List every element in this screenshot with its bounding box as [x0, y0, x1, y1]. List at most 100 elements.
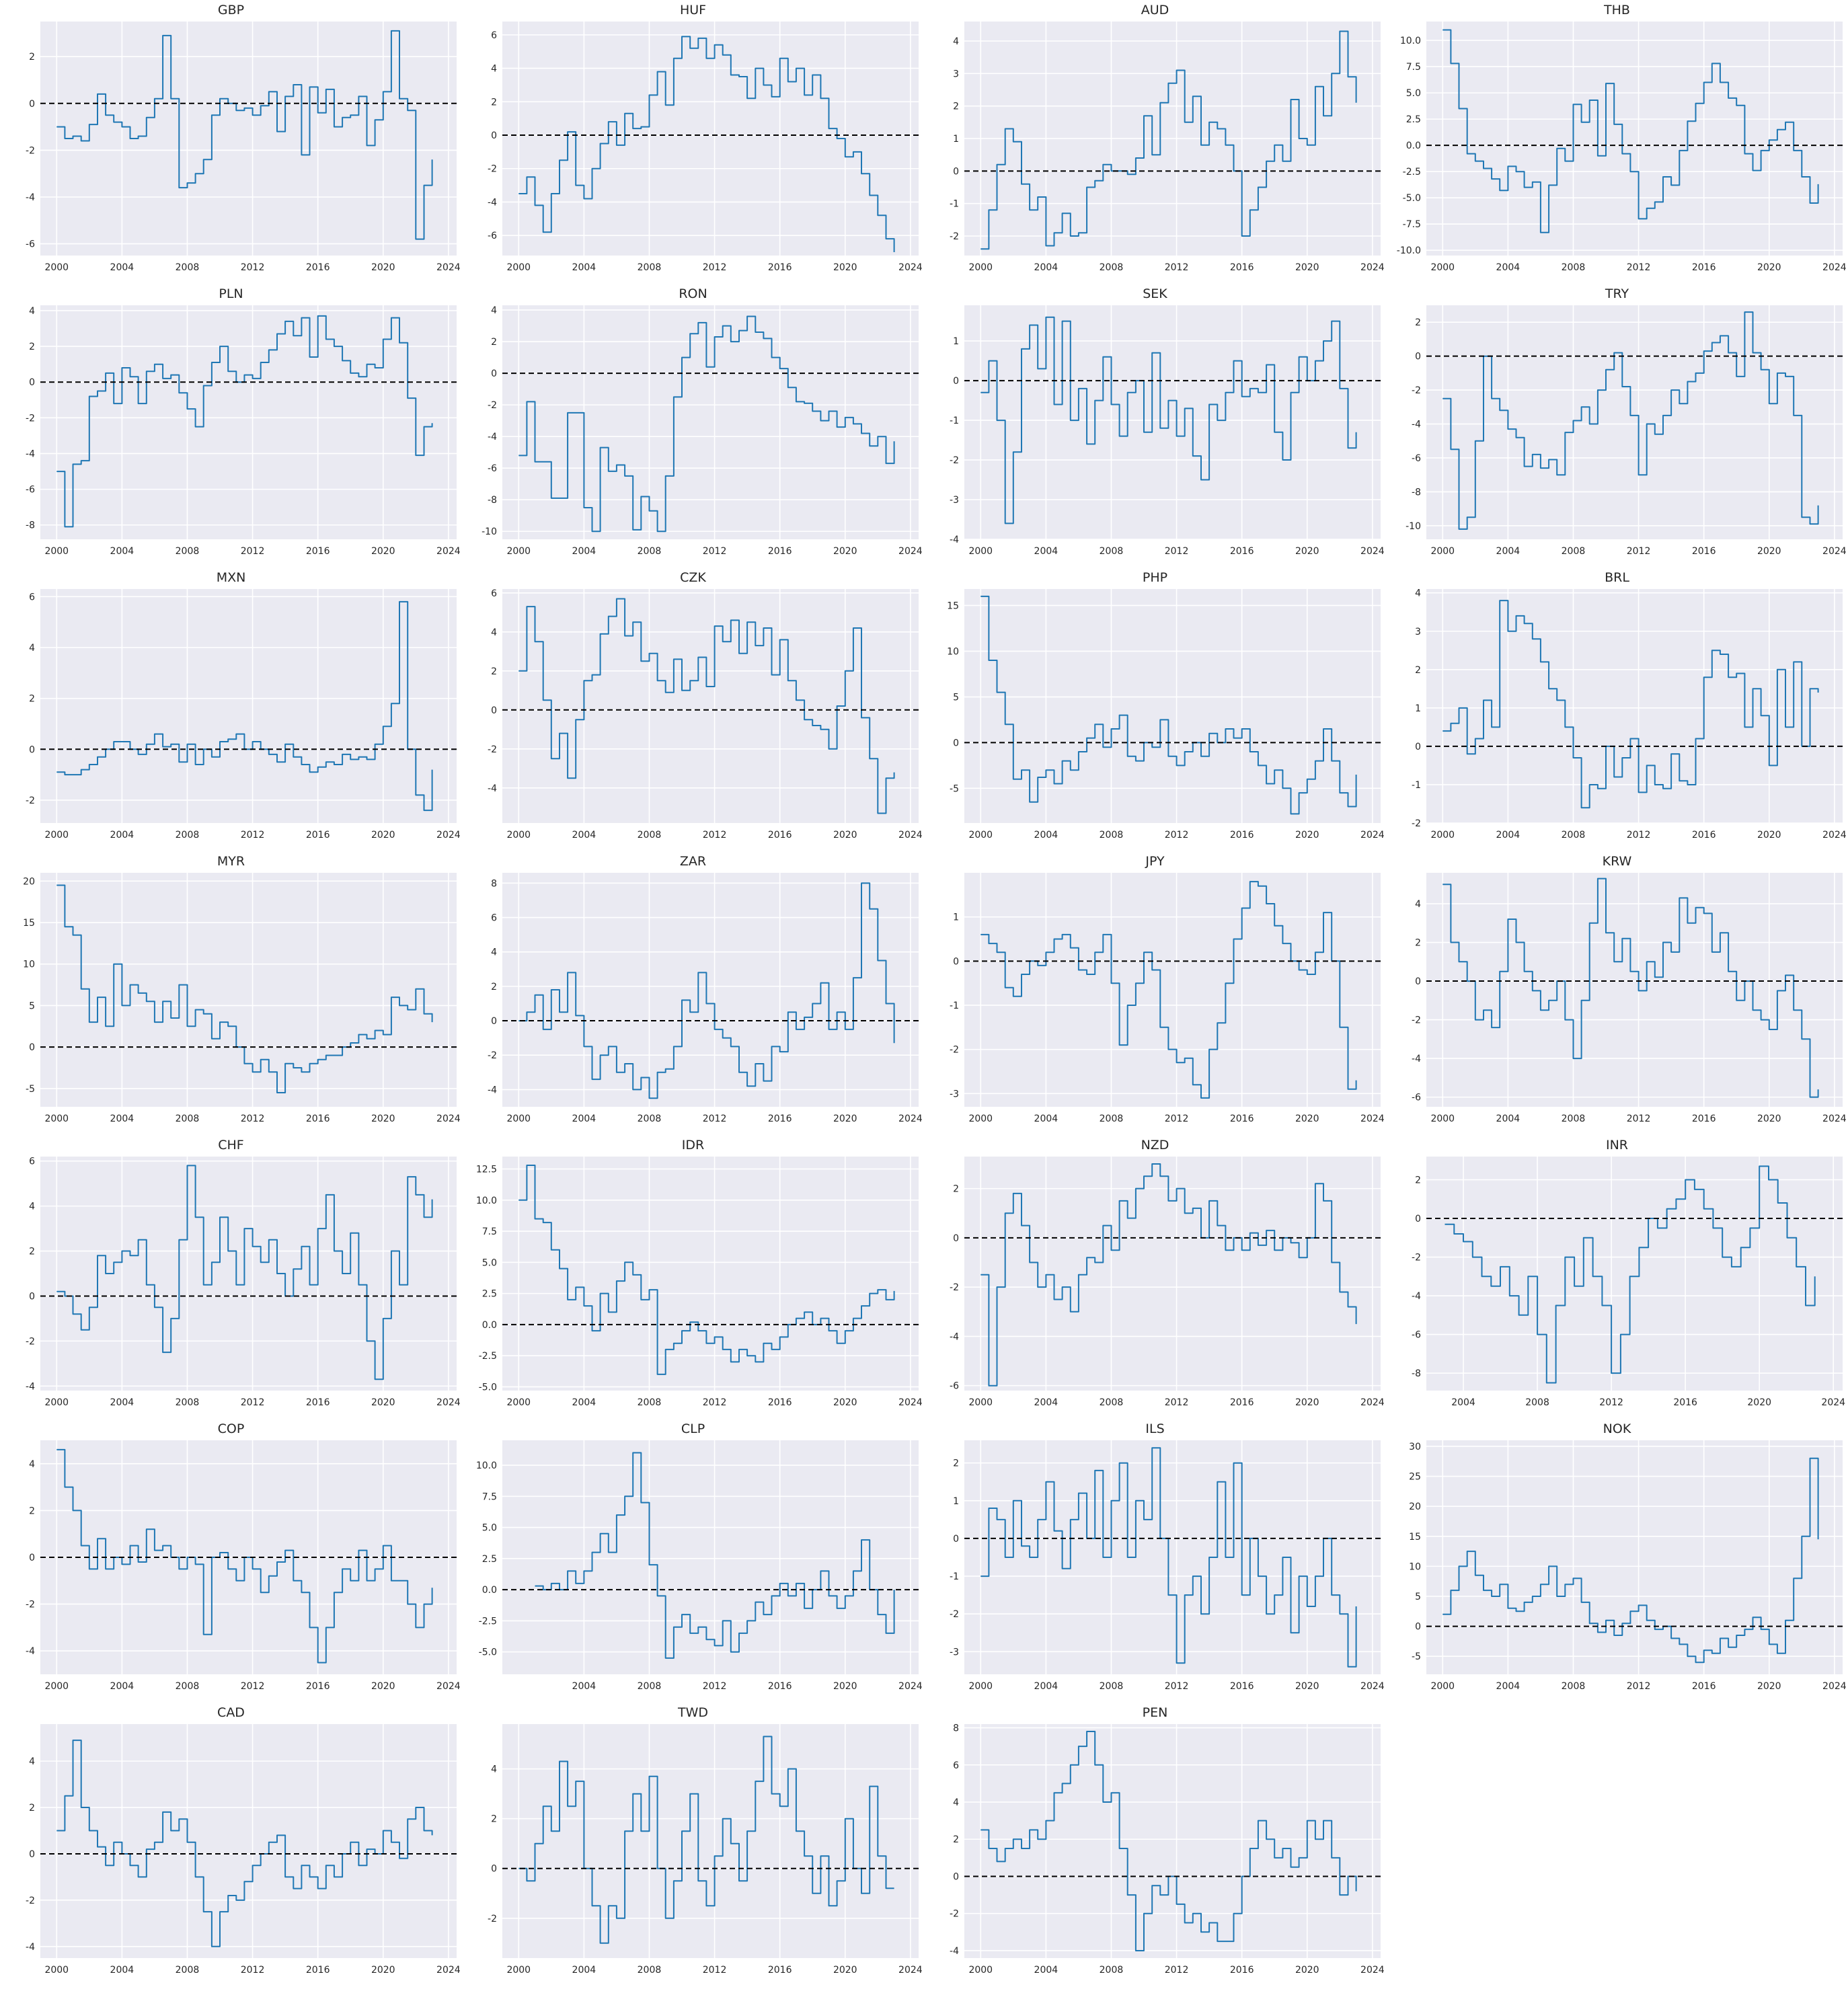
plot-area: [964, 873, 1381, 1107]
y-tick-label: 0: [953, 738, 959, 748]
y-tick-label: -1: [950, 199, 959, 210]
y-tick-label: -8: [488, 495, 497, 506]
x-tick-label: 2016: [768, 1681, 792, 1692]
x-tick-label: 2004: [110, 262, 134, 273]
y-tick-label: -2: [950, 1045, 959, 1056]
y-tick-label: 30: [1409, 1442, 1421, 1452]
y-tick-label: 10: [23, 960, 35, 970]
x-tick-label: 2020: [1757, 546, 1781, 557]
y-tick-label: 2: [491, 982, 497, 992]
y-tick-label: -8: [1412, 1368, 1421, 1379]
y-tick-label: 4: [953, 36, 959, 47]
x-tick-label: 2012: [1627, 830, 1651, 841]
x-tick-label: 2004: [1034, 1965, 1058, 1976]
y-tick-label: -4: [488, 197, 497, 208]
plot-area: [964, 305, 1381, 539]
x-tick-label: 2024: [898, 1681, 923, 1692]
series-line: [56, 1448, 433, 1664]
x-tick-label: 2016: [1692, 1114, 1716, 1124]
y-tick-label: 12.5: [476, 1165, 497, 1175]
y-tick-label: -10: [482, 526, 497, 537]
y-tick-label: 0: [491, 1016, 497, 1027]
x-tick-label: 2012: [1165, 830, 1189, 841]
series-line: [56, 1165, 433, 1380]
chart-svg: 2000 2004 2008 2012 2016 2020 2024 -4 -2 0 2 4 6: [488, 588, 923, 841]
y-tick-label: 2: [29, 1506, 35, 1516]
y-tick-label: 2: [953, 1834, 959, 1845]
chart-panel-czk: CZK 2000 2004 2008 2012 2016 2020 2024 -4 -2 0 2 4 6: [462, 568, 924, 851]
chart-title: KRW: [1602, 854, 1632, 869]
chart-title: TWD: [677, 1705, 709, 1720]
plot-area: [964, 589, 1381, 823]
plot-area: [40, 1724, 457, 1958]
y-tick-label: 0.0: [482, 1320, 497, 1331]
chart-svg: 2000 2004 2008 2012 2016 2020 2024 -4 -2 0 2 4 6 8: [950, 1723, 1385, 1976]
y-tick-label: -2: [26, 1600, 35, 1610]
x-tick-label: 2016: [1230, 1681, 1254, 1692]
x-tick-label: 2000: [506, 1397, 531, 1408]
y-tick-label: -3: [950, 1089, 959, 1099]
chart-svg: 2000 2004 2008 2012 2016 2020 2024 -2 -1 0 1 2 3 4: [1412, 588, 1847, 841]
chart-panel-brl: BRL 2000 2004 2008 2012 2016 2020 2024 -2 -1 0 1 2 3 4: [1386, 568, 1848, 851]
y-tick-label: -2: [26, 413, 35, 424]
chart-panel-clp: CLP 2004 2008 2012 2016 2020 2024 -5.0 -2.5 0.0 2.…: [462, 1419, 924, 1703]
chart-panel-mxn: MXN 2000 2004 2008 2012 2016 2020 2024 -2 0 2 4 6: [0, 568, 462, 851]
x-tick-label: 2004: [1496, 262, 1520, 273]
x-tick-label: 2012: [241, 546, 265, 557]
chart-svg: 2004 2008 2012 2016 2020 2024 -5.0 -2.5 0.0 2.5 5.…: [476, 1440, 923, 1692]
chart-title: CZK: [680, 570, 706, 585]
x-tick-label: 2004: [1496, 1681, 1520, 1692]
y-tick-label: 0: [953, 166, 959, 177]
y-tick-label: -6: [1412, 1093, 1421, 1103]
x-tick-label: 2000: [1430, 546, 1455, 557]
x-tick-label: 2016: [1230, 1114, 1254, 1124]
x-tick-label: 2008: [1562, 1114, 1586, 1124]
chart-svg: 2000 2004 2008 2012 2016 2020 2024 -5 0 5 10 15: [947, 589, 1385, 841]
x-tick-label: 2000: [968, 1681, 993, 1692]
x-tick-label: 2008: [176, 1965, 200, 1976]
x-tick-label: 2012: [241, 1397, 265, 1408]
y-tick-label: -5: [1412, 1651, 1421, 1662]
x-tick-label: 2008: [1100, 1681, 1124, 1692]
x-tick-label: 2008: [638, 830, 662, 841]
series-line: [518, 598, 895, 814]
y-tick-label: 0: [29, 744, 35, 755]
x-tick-label: 2000: [506, 1114, 531, 1124]
chart-svg: 2000 2004 2008 2012 2016 2020 2024 -6 -4 -2 0 2: [26, 22, 461, 273]
chart-title: PEN: [1142, 1705, 1168, 1720]
chart-title: CLP: [681, 1421, 705, 1436]
y-tick-label: 1: [953, 134, 959, 145]
x-tick-label: 2008: [638, 1965, 662, 1976]
y-tick-label: 2: [29, 52, 35, 63]
x-tick-label: 2000: [44, 262, 69, 273]
y-tick-label: 8: [491, 878, 497, 889]
plot-area: [964, 1440, 1381, 1674]
x-tick-label: 2024: [436, 1681, 461, 1692]
y-tick-label: -2: [1412, 1015, 1421, 1026]
x-tick-label: 2020: [371, 830, 395, 841]
y-tick-label: -2: [488, 1050, 497, 1061]
x-tick-label: 2000: [1430, 262, 1455, 273]
x-tick-label: 2004: [1034, 262, 1058, 273]
x-tick-label: 2004: [110, 1965, 134, 1976]
chart-title: MXN: [216, 570, 246, 585]
y-tick-label: 7.5: [482, 1491, 497, 1502]
x-tick-label: 2000: [968, 1965, 993, 1976]
series-line: [518, 882, 895, 1099]
chart-title: AUD: [1141, 3, 1169, 17]
y-tick-label: 20: [23, 876, 35, 887]
chart-title: CAD: [217, 1705, 245, 1720]
x-tick-label: 2020: [371, 1965, 395, 1976]
x-tick-label: 2012: [1165, 262, 1189, 273]
x-tick-label: 2008: [1100, 1397, 1124, 1408]
x-tick-label: 2012: [241, 1965, 265, 1976]
chart-svg: 2000 2004 2008 2012 2016 2020 2024 -3 -2 -1 0 1: [950, 873, 1385, 1124]
series-line: [518, 1165, 895, 1375]
x-tick-label: 2004: [1034, 546, 1058, 557]
x-tick-label: 2016: [306, 830, 330, 841]
chart-svg: 2000 2004 2008 2012 2016 2020 2024 -2 0 2 4 6: [26, 589, 461, 841]
y-tick-label: 4: [29, 306, 35, 317]
x-tick-label: 2020: [1757, 830, 1781, 841]
y-tick-label: 2: [491, 337, 497, 348]
x-tick-label: 2020: [833, 1397, 857, 1408]
